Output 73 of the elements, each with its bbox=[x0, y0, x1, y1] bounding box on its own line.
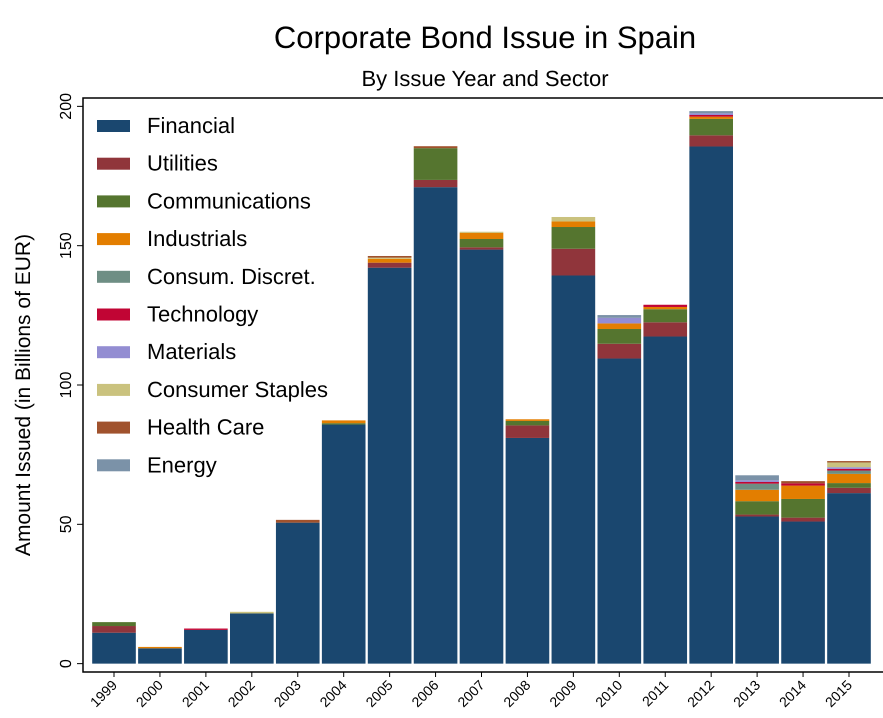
bar bbox=[276, 522, 320, 664]
bar bbox=[460, 238, 504, 248]
bar bbox=[643, 336, 688, 664]
bar bbox=[322, 424, 366, 664]
bar bbox=[368, 262, 412, 268]
bar bbox=[552, 275, 596, 664]
bar bbox=[689, 146, 734, 664]
bar bbox=[735, 475, 779, 480]
bar bbox=[230, 613, 274, 664]
bar bbox=[506, 420, 550, 426]
legend-label: Consumer Staples bbox=[147, 376, 328, 402]
bar bbox=[643, 322, 688, 337]
y-tick-label: 50 bbox=[58, 515, 75, 534]
bar bbox=[643, 309, 688, 322]
bar bbox=[735, 516, 779, 664]
bar bbox=[138, 648, 182, 664]
legend-label: Technology bbox=[147, 302, 258, 326]
bar bbox=[552, 221, 596, 228]
y-axis-title: Amount Issued (in Billions of EUR) bbox=[12, 234, 35, 556]
legend-label: Financial bbox=[147, 113, 236, 138]
bar bbox=[552, 248, 596, 276]
bar bbox=[597, 318, 642, 324]
bar bbox=[414, 180, 458, 188]
bar bbox=[368, 268, 412, 664]
legend-label: Utilities bbox=[147, 150, 218, 176]
bar bbox=[184, 630, 228, 664]
bar bbox=[827, 470, 871, 474]
bar bbox=[597, 328, 642, 344]
bar bbox=[827, 462, 871, 468]
bar bbox=[781, 498, 825, 518]
bar bbox=[781, 483, 825, 486]
bar bbox=[781, 486, 825, 499]
y-tick-label: 200 bbox=[58, 92, 75, 120]
bar bbox=[92, 622, 136, 626]
bar bbox=[735, 490, 779, 502]
bar bbox=[689, 118, 734, 136]
bar bbox=[506, 438, 550, 664]
bar bbox=[735, 501, 779, 515]
bar bbox=[414, 187, 458, 664]
bar bbox=[781, 518, 825, 522]
bar bbox=[735, 484, 779, 490]
bar bbox=[597, 358, 642, 664]
bar bbox=[414, 148, 458, 180]
y-tick-label: 150 bbox=[58, 232, 75, 260]
bar bbox=[322, 420, 366, 424]
bar bbox=[827, 483, 871, 488]
bar bbox=[506, 425, 550, 438]
bar bbox=[597, 323, 642, 329]
bar bbox=[827, 474, 871, 484]
bar bbox=[597, 315, 642, 318]
legend-label: Health Care bbox=[147, 414, 264, 440]
y-tick-label: 100 bbox=[58, 372, 75, 398]
bar bbox=[827, 493, 871, 664]
legend-label: Energy bbox=[147, 452, 217, 478]
chart-title: Corporate Bond Issue in Spain bbox=[274, 20, 696, 55]
bar bbox=[92, 632, 136, 664]
chart-subtitle: By Issue Year and Sector bbox=[361, 66, 609, 91]
y-tick-label: 0 bbox=[58, 659, 75, 668]
bar bbox=[460, 232, 504, 239]
legend-label: Communications bbox=[147, 188, 311, 214]
bar bbox=[552, 216, 596, 222]
legend-label: Industrials bbox=[147, 226, 248, 252]
bar bbox=[276, 520, 320, 523]
bar bbox=[92, 626, 136, 633]
bar bbox=[460, 250, 504, 664]
bar bbox=[460, 247, 504, 250]
bar bbox=[552, 227, 596, 249]
bar bbox=[827, 488, 871, 494]
legend-label: Consum. Discret. bbox=[147, 264, 316, 289]
legend-label: Materials bbox=[147, 339, 236, 364]
bar bbox=[781, 522, 825, 664]
bar bbox=[689, 135, 734, 146]
bar bbox=[597, 344, 642, 359]
